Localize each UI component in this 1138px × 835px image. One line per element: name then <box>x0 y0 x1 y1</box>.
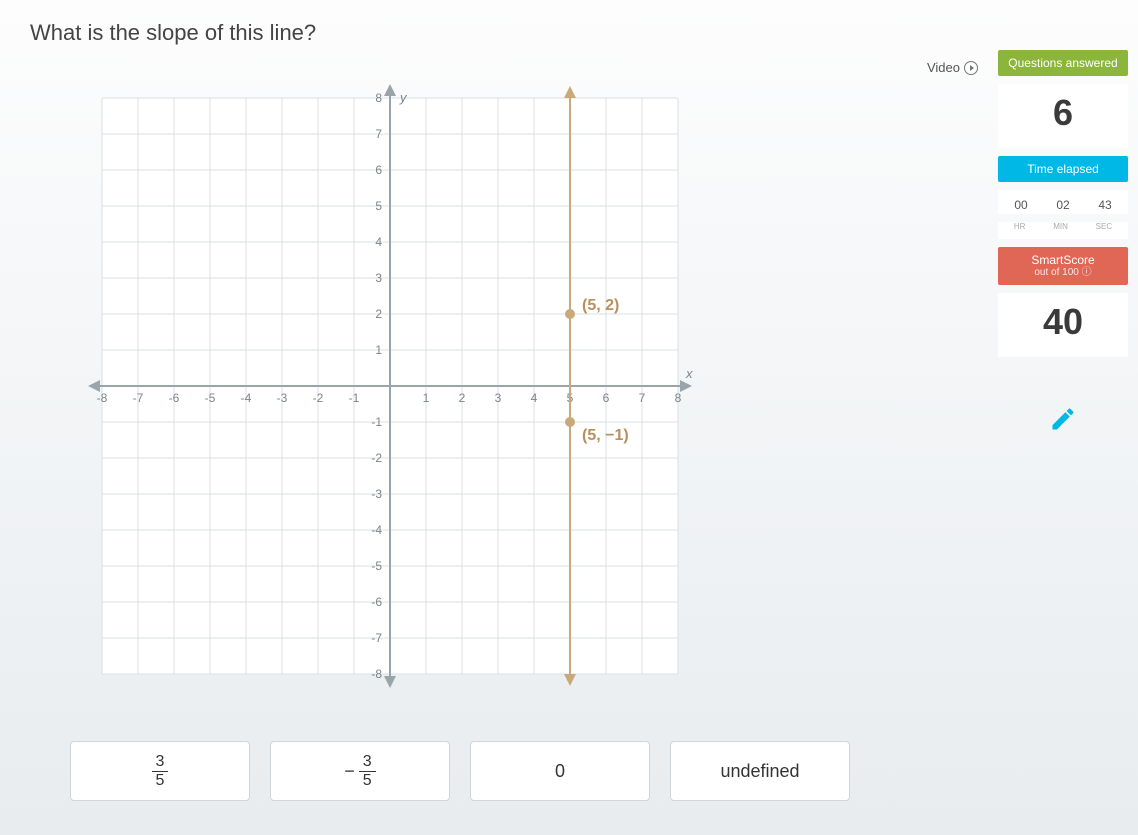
svg-text:-4: -4 <box>241 391 252 405</box>
svg-text:-7: -7 <box>133 391 144 405</box>
svg-text:-2: -2 <box>371 451 382 465</box>
svg-text:-5: -5 <box>371 559 382 573</box>
svg-text:2: 2 <box>459 391 466 405</box>
question-text: What is the slope of this line? <box>30 20 978 46</box>
svg-text:5: 5 <box>375 199 382 213</box>
fraction-icon: 3 5 <box>152 753 169 789</box>
unit-hr: HR <box>1014 222 1026 231</box>
questions-answered-value: 6 <box>998 84 1128 148</box>
svg-text:-6: -6 <box>371 595 382 609</box>
svg-text:4: 4 <box>375 235 382 249</box>
fraction-denominator: 5 <box>359 772 376 790</box>
svg-text:7: 7 <box>375 127 382 141</box>
svg-text:8: 8 <box>375 91 382 105</box>
svg-text:-6: -6 <box>169 391 180 405</box>
smartscore-sublabel: out of 100 ⓘ <box>1002 267 1124 279</box>
time-elapsed-header: Time elapsed <box>998 156 1128 182</box>
time-elapsed-units: HR MIN SEC <box>998 222 1128 239</box>
video-label: Video <box>927 60 960 75</box>
unit-sec: SEC <box>1096 222 1112 231</box>
questions-answered-header: Questions answered <box>998 50 1128 76</box>
answer-text: 0 <box>555 761 565 782</box>
svg-text:7: 7 <box>639 391 646 405</box>
svg-text:(5, −1): (5, −1) <box>582 427 629 444</box>
svg-text:1: 1 <box>375 343 382 357</box>
svg-text:3: 3 <box>375 271 382 285</box>
time-hr: 00 <box>1014 198 1027 212</box>
time-elapsed-values: 00 02 43 <box>998 190 1128 214</box>
svg-text:-7: -7 <box>371 631 382 645</box>
answer-option-b[interactable]: − 3 5 <box>270 741 450 801</box>
svg-text:-1: -1 <box>349 391 360 405</box>
svg-text:-8: -8 <box>97 391 108 405</box>
svg-text:1: 1 <box>423 391 430 405</box>
minus-sign: − <box>344 761 355 782</box>
svg-text:6: 6 <box>375 163 382 177</box>
scratchpad-icon[interactable] <box>1049 405 1077 440</box>
answer-option-a[interactable]: 3 5 <box>70 741 250 801</box>
play-icon <box>964 61 978 75</box>
fraction-denominator: 5 <box>152 772 169 790</box>
smartscore-header: SmartScore out of 100 ⓘ <box>998 247 1128 285</box>
video-link[interactable]: Video <box>927 60 978 75</box>
fraction-numerator: 3 <box>152 753 169 772</box>
svg-text:-5: -5 <box>205 391 216 405</box>
svg-text:x: x <box>685 366 693 381</box>
smartscore-label: SmartScore <box>1031 253 1094 267</box>
time-sec: 43 <box>1098 198 1111 212</box>
time-min: 02 <box>1056 198 1069 212</box>
svg-text:-1: -1 <box>371 415 382 429</box>
svg-text:-3: -3 <box>277 391 288 405</box>
answer-option-d[interactable]: undefined <box>670 741 850 801</box>
svg-text:-2: -2 <box>313 391 324 405</box>
answer-row: 3 5 − 3 5 0 undefined <box>70 741 978 801</box>
svg-text:(5, 2): (5, 2) <box>582 297 619 314</box>
svg-text:4: 4 <box>531 391 538 405</box>
svg-text:-3: -3 <box>371 487 382 501</box>
unit-min: MIN <box>1053 222 1068 231</box>
svg-text:-8: -8 <box>371 667 382 681</box>
svg-text:6: 6 <box>603 391 610 405</box>
answer-option-c[interactable]: 0 <box>470 741 650 801</box>
fraction-numerator: 3 <box>359 753 376 772</box>
stats-sidebar: Questions answered 6 Time elapsed 00 02 … <box>998 20 1128 815</box>
coordinate-graph: -8 -7 -6 -5 -4 -3 -2 -1 1 2 3 4 5 6 7 8 -8 -7 -6 -5 -4 -3 -2 -1… <box>70 66 710 706</box>
svg-text:3: 3 <box>495 391 502 405</box>
graph-container: -8 -7 -6 -5 -4 -3 -2 -1 1 2 3 4 5 6 7 8 -8 -7 -6 -5 -4 -3 -2 -1… <box>70 66 978 711</box>
smartscore-value: 40 <box>998 293 1128 357</box>
svg-text:2: 2 <box>375 307 382 321</box>
answer-text: undefined <box>720 761 799 782</box>
svg-text:-4: -4 <box>371 523 382 537</box>
negative-fraction-icon: − 3 5 <box>344 753 375 789</box>
svg-text:8: 8 <box>675 391 682 405</box>
